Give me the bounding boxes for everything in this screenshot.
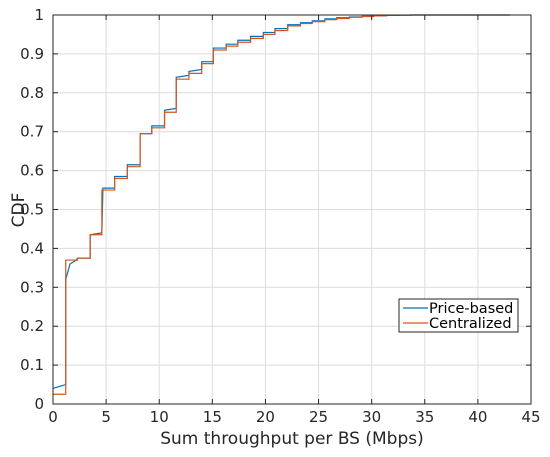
y-tick-label: 0.4 xyxy=(20,239,44,257)
y-tick-label: 0 xyxy=(34,395,44,413)
y-tick-label: 0.8 xyxy=(20,84,44,102)
x-tick-labels: 0 5 10 15 20 25 30 35 40 45 xyxy=(48,408,540,426)
y-tick-label: 0.9 xyxy=(20,45,44,63)
y-tick-label: 0.5 xyxy=(20,201,44,219)
series-line-centralized xyxy=(53,14,510,395)
y-tick-label: 0.7 xyxy=(20,123,44,141)
legend-price-based-label: Price-based xyxy=(429,301,513,317)
x-tick-label: 45 xyxy=(521,408,540,426)
x-axis-label: Sum throughput per BS (Mbps) xyxy=(160,429,424,449)
axis-ticks xyxy=(52,14,532,405)
y-tick-label: 1 xyxy=(34,6,44,24)
y-tick-label: 0.6 xyxy=(20,162,44,180)
x-tick-label: 35 xyxy=(415,408,434,426)
y-tick-label: 0.3 xyxy=(20,278,44,296)
x-tick-label: 25 xyxy=(309,408,328,426)
legend-centralized-label: Centralized xyxy=(429,316,512,332)
x-tick-label: 30 xyxy=(362,408,381,426)
x-tick-label: 15 xyxy=(203,408,222,426)
y-tick-label: 0.2 xyxy=(20,317,44,335)
x-tick-label: 0 xyxy=(48,408,58,426)
x-tick-label: 5 xyxy=(101,408,111,426)
grid-lines xyxy=(52,14,532,405)
x-tick-label: 40 xyxy=(468,408,487,426)
legend-box xyxy=(398,298,519,333)
y-tick-labels: 0 0.1 0.2 0.3 0.4 0.5 0.6 0.7 0.8 0.9 1 xyxy=(20,6,44,413)
x-tick-label: 10 xyxy=(150,408,169,426)
x-tick-label: 20 xyxy=(256,408,275,426)
y-tick-label: 0.1 xyxy=(20,356,44,374)
legend: Price-based Centralized xyxy=(398,298,519,333)
series-lines xyxy=(52,14,510,395)
y-axis-label: CDF xyxy=(9,193,29,228)
